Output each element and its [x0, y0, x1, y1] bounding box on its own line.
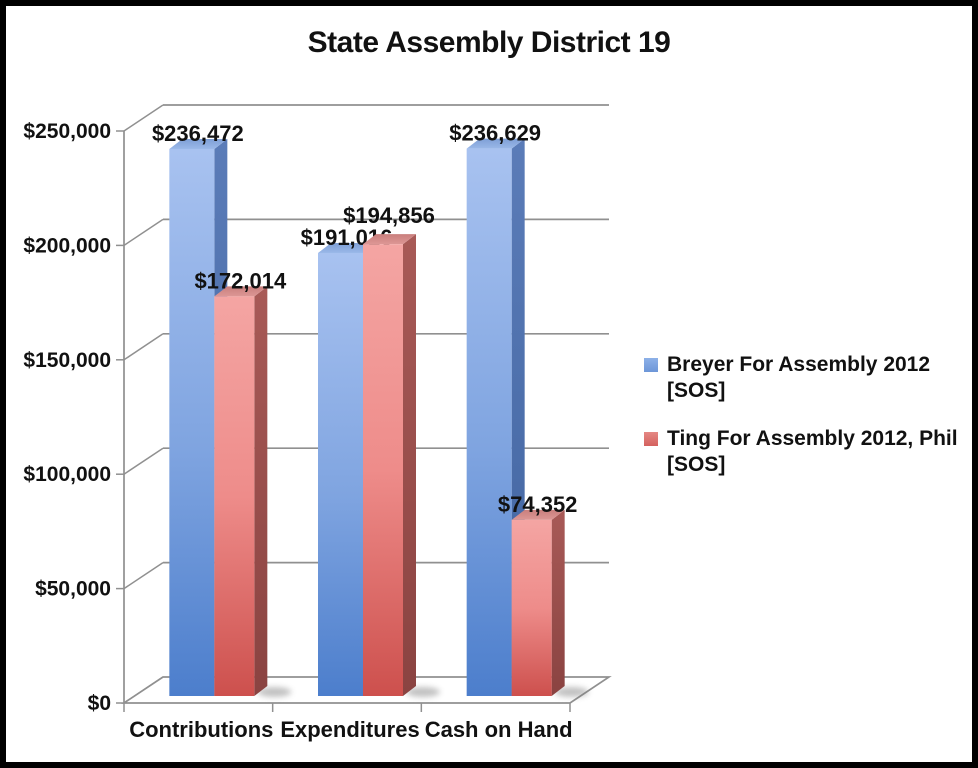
y-axis-label: $250,000 [23, 120, 111, 143]
bar-ting-2-side [551, 509, 565, 696]
bar-ting-1-top [363, 234, 416, 245]
bar-ting-2-front [511, 519, 552, 696]
bar-breyer-2-front [466, 148, 512, 697]
wall-depth-line [123, 447, 164, 475]
bar-ting-2-top [511, 509, 565, 520]
bar-breyer-2-top [466, 138, 525, 149]
value-label-ting-2: $74,352 [498, 492, 578, 517]
chart-title: State Assembly District 19 [307, 26, 671, 59]
y-axis-label: $50,000 [35, 578, 111, 601]
x-axis-label: Expenditures [280, 717, 419, 742]
y-axis-label: $150,000 [23, 349, 111, 372]
value-label-ting-1: $194,856 [343, 203, 435, 228]
bar-breyer-0-front [169, 148, 215, 697]
bar-breyer-1-top [318, 242, 376, 253]
bar-ting-1-front [363, 244, 403, 696]
bar-shadow [406, 687, 440, 697]
x-axis-label: Cash on Hand [425, 717, 573, 742]
legend-label-breyer: Breyer For Assembly 2012 [SOS] [667, 353, 931, 402]
legend-swatch-breyer-icon [644, 358, 658, 372]
bar-ting-0-front [214, 296, 255, 696]
bar-ting-1-side [403, 234, 416, 696]
bar-ting-0-top [214, 286, 268, 297]
y-axis-label: $200,000 [23, 234, 111, 257]
bar-breyer-1-front [318, 252, 363, 697]
y-axis-label: $100,000 [23, 463, 111, 486]
plot-area: $0 $50,000 $100,000 $150,000 $200,000 $250,00… [23, 104, 612, 742]
wall-depth-line [123, 104, 164, 132]
y-axis-label: $0 [88, 692, 111, 715]
wall-depth-line [123, 561, 164, 590]
bar-shadow [257, 687, 292, 697]
legend-label-ting: Ting For Assembly 2012, Phil [SOS] [667, 427, 958, 476]
legend-item-ting: Ting For Assembly 2012, Phil [SOS] [644, 426, 962, 478]
x-axis-label: Contributions [129, 717, 273, 742]
legend: Breyer For Assembly 2012 [SOS] Ting For … [644, 352, 962, 478]
legend-item-breyer: Breyer For Assembly 2012 [SOS] [644, 352, 962, 404]
value-label-ting-0: $172,014 [194, 268, 287, 293]
bar-shadow [554, 687, 589, 697]
wall-depth-line [123, 333, 164, 361]
bar-ting-0-side [254, 286, 268, 696]
legend-swatch-ting-icon [644, 432, 658, 446]
value-label-breyer-2: $236,629 [449, 121, 541, 146]
bar-breyer-0-top [169, 138, 228, 149]
wall-depth-line [123, 218, 164, 247]
value-label-breyer-0: $236,472 [152, 121, 244, 146]
